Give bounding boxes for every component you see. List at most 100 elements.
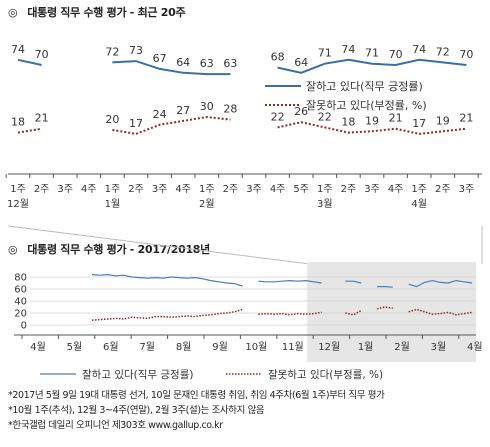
recent-20-weeks-chart: 74 70 72 73 67 64 63 63 68 64 71 74 71 70 74 72 70 18 21 20… bbox=[5, 43, 482, 210]
positive-data-label: 68 bbox=[271, 51, 285, 64]
positive-series-line bbox=[345, 280, 362, 284]
x-tick-label: 4주 bbox=[270, 184, 286, 195]
negative-data-label: 21 bbox=[389, 112, 403, 125]
chart-title-recent-text: 대통령 직무 수행 평가 - 최근 20주 bbox=[27, 6, 186, 19]
x-tick-label: 11월 bbox=[282, 341, 304, 353]
x-tick-label: 3주 bbox=[459, 184, 475, 195]
positive-data-label: 72 bbox=[436, 45, 450, 58]
positive-data-label: 64 bbox=[294, 56, 308, 69]
y-tick-label: 60 bbox=[14, 285, 27, 296]
positive-data-label: 71 bbox=[318, 47, 332, 60]
chart-title-yearly: ◎ 대통령 직무 수행 평가 - 2017/2018년 bbox=[8, 241, 210, 257]
negative-data-label: 28 bbox=[223, 103, 237, 116]
x-tick-label: 12월 bbox=[318, 341, 340, 353]
positive-series-line bbox=[377, 286, 393, 288]
x-tick-label: 2주 bbox=[128, 184, 144, 195]
negative-data-label: 18 bbox=[341, 116, 355, 129]
chart-title-recent: ◎ 대통령 직무 수행 평가 - 최근 20주 bbox=[8, 4, 186, 20]
x-tick-label: 2주 bbox=[435, 184, 451, 195]
negative-data-label: 24 bbox=[153, 108, 167, 121]
positive-data-label: 74 bbox=[412, 43, 426, 56]
x-tick-label: 5월 bbox=[67, 341, 83, 353]
x-tick-label: 1주 bbox=[105, 184, 121, 195]
month-label: 2월 bbox=[199, 198, 215, 210]
negative-data-label: 27 bbox=[176, 104, 190, 117]
negative-series-line bbox=[17, 127, 42, 134]
legend-positive-label: 잘하고 있다(직무 긍정률) bbox=[306, 79, 423, 93]
negative-series-line bbox=[112, 115, 231, 135]
positive-data-label: 67 bbox=[153, 52, 167, 65]
bullet-icon: ◎ bbox=[8, 243, 18, 256]
x-tick-label: 2주 bbox=[341, 184, 357, 195]
positive-data-label: 70 bbox=[35, 48, 49, 61]
bullet-icon: ◎ bbox=[8, 6, 18, 19]
positive-data-label: 70 bbox=[459, 48, 473, 61]
chart-title-yearly-text: 대통령 직무 수행 평가 - 2017/2018년 bbox=[27, 243, 210, 256]
negative-data-label: 22 bbox=[271, 110, 285, 123]
positive-series-line bbox=[112, 60, 231, 76]
x-tick-label: 5주 bbox=[293, 184, 309, 195]
y-tick-label: 20 bbox=[14, 309, 27, 320]
x-tick-label: 4주 bbox=[81, 184, 97, 195]
x-tick-label: 2주 bbox=[223, 184, 239, 195]
positive-data-label: 73 bbox=[129, 44, 143, 57]
positive-data-label: 70 bbox=[389, 48, 403, 61]
negative-data-label: 19 bbox=[436, 114, 450, 127]
footnote-2: *10월 1주(추석), 12월 3~4주(연말), 2월 3주(설)는 조사하… bbox=[8, 405, 265, 416]
negative-data-label: 20 bbox=[105, 113, 119, 126]
positive-data-label: 74 bbox=[11, 43, 25, 56]
negative-series-line bbox=[91, 308, 243, 321]
y-tick-label: 40 bbox=[14, 297, 27, 308]
x-tick-label: 1주 bbox=[317, 184, 333, 195]
x-tick-label: 3월 bbox=[431, 341, 447, 353]
x-tick-label: 10월 bbox=[245, 341, 267, 353]
x-tick-label: 4주 bbox=[388, 184, 404, 195]
positive-data-label: 64 bbox=[176, 56, 190, 69]
negative-series-line bbox=[408, 308, 473, 316]
x-tick-label: 6월 bbox=[103, 341, 119, 353]
legend-negative-label: 잘못하고 있다(부정률, %) bbox=[306, 98, 427, 112]
positive-series-line bbox=[17, 58, 42, 66]
x-tick-label: 7월 bbox=[139, 341, 155, 353]
positive-series-line bbox=[91, 273, 243, 287]
negative-data-label: 22 bbox=[318, 110, 332, 123]
month-label: 1월 bbox=[105, 198, 121, 210]
x-tick-label: 4월 bbox=[467, 341, 483, 353]
negative-series-line bbox=[258, 311, 322, 316]
y-tick-label: 80 bbox=[14, 273, 27, 284]
negative-data-label: 17 bbox=[129, 117, 143, 130]
positive-series-line bbox=[277, 58, 467, 74]
x-tick-label: 3주 bbox=[152, 184, 168, 195]
shaded-recent-region bbox=[307, 262, 476, 362]
y-tick-label: 0 bbox=[21, 321, 27, 332]
positive-data-label: 72 bbox=[105, 45, 119, 58]
legend-positive-label: 잘하고 있다(직무 긍정률) bbox=[82, 368, 193, 381]
negative-data-label: 21 bbox=[35, 112, 49, 125]
negative-data-label: 21 bbox=[459, 112, 473, 125]
positive-data-label: 63 bbox=[200, 57, 214, 70]
negative-data-label: 18 bbox=[11, 116, 25, 129]
positive-series-line bbox=[258, 279, 322, 284]
x-tick-label: 8월 bbox=[176, 341, 192, 353]
negative-data-label: 30 bbox=[200, 100, 214, 113]
negative-data-label: 17 bbox=[412, 117, 426, 130]
footnote-1: *2017년 5월 9일 19대 대통령 선거, 10일 문재인 대통령 취임,… bbox=[8, 390, 385, 401]
legend-negative-label: 잘못하고 있다(부정률, %) bbox=[268, 368, 383, 381]
x-tick-label: 2월 bbox=[394, 341, 410, 353]
negative-series-line bbox=[277, 121, 467, 135]
x-tick-label: 9월 bbox=[212, 341, 228, 353]
x-tick-label: 3주 bbox=[246, 184, 262, 195]
negative-data-label: 26 bbox=[294, 105, 308, 118]
x-tick-label: 1월 bbox=[358, 341, 374, 353]
x-tick-label: 1주 bbox=[10, 184, 26, 195]
x-tick-label: 4주 bbox=[175, 184, 191, 195]
negative-series-line bbox=[345, 309, 362, 316]
x-tick-label: 2주 bbox=[34, 184, 50, 195]
x-tick-label: 4월 bbox=[30, 341, 46, 353]
month-label: 4월 bbox=[411, 198, 427, 210]
positive-data-label: 63 bbox=[223, 57, 237, 70]
x-tick-label: 1주 bbox=[199, 184, 215, 195]
positive-data-label: 74 bbox=[341, 43, 355, 56]
positive-series-line bbox=[408, 279, 473, 288]
footnote-3: *한국갤럽 데일리 오피니언 제303호 www.gallup.co.kr bbox=[8, 420, 223, 431]
